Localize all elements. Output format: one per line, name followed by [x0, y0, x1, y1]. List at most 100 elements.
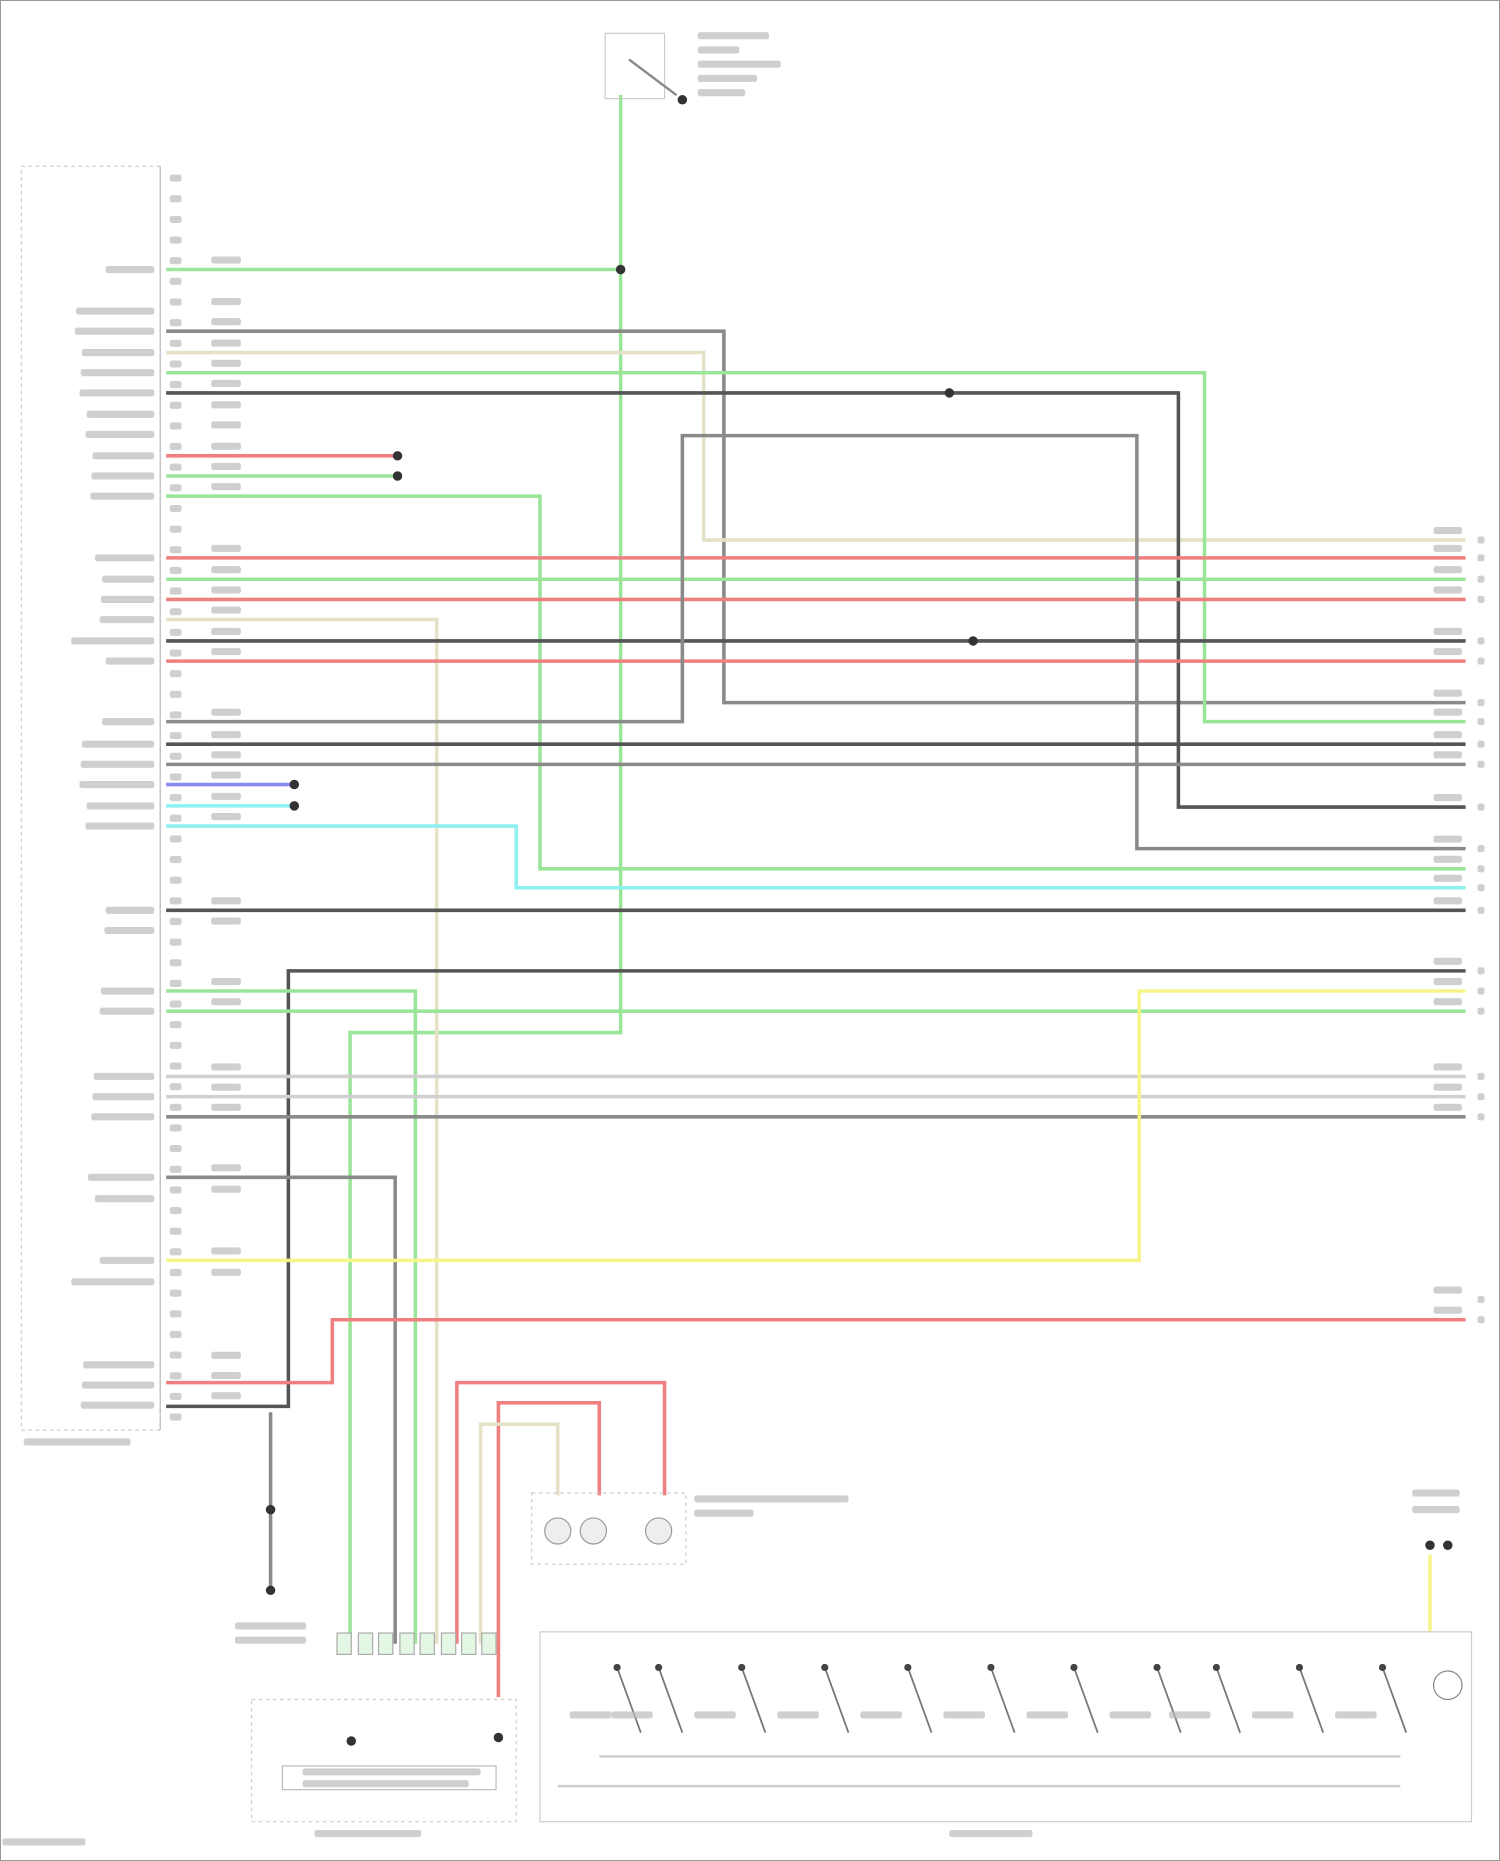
terminal-number	[1477, 536, 1485, 544]
pin-number	[169, 546, 182, 554]
switch-contact	[1381, 1667, 1408, 1734]
pin-number	[169, 319, 182, 327]
wire-green	[166, 989, 418, 1644]
pin-number	[169, 339, 182, 347]
wire-code	[211, 606, 241, 614]
terminal-number	[1477, 1007, 1485, 1015]
splice-dot	[392, 451, 403, 461]
wire-code	[211, 256, 241, 264]
wire-code	[211, 1063, 241, 1071]
splice-dot	[265, 1504, 276, 1515]
splice-dot	[1443, 1540, 1453, 1550]
terminal-number	[1477, 575, 1485, 583]
switch-terminal	[655, 1663, 663, 1672]
pin-number	[169, 484, 182, 492]
wire-grey	[166, 1175, 397, 1644]
wire-code	[1433, 689, 1463, 697]
switch-contact	[990, 1667, 1016, 1734]
steering-switch	[539, 1631, 1473, 1823]
pin-number	[169, 649, 182, 657]
switch-terminal	[1070, 1663, 1078, 1672]
terminal-number	[1477, 1296, 1485, 1304]
connector-pin	[377, 1632, 394, 1655]
pin-number	[169, 959, 182, 967]
wire-code	[1433, 897, 1463, 905]
wire-code	[211, 1268, 241, 1276]
connector-pin	[336, 1632, 352, 1655]
pin-label	[104, 926, 155, 935]
wire-code	[1433, 544, 1463, 552]
steering-switch-title	[949, 1830, 1033, 1838]
terminal-number	[1477, 554, 1485, 562]
pin-number	[169, 690, 182, 698]
switch-contact	[1073, 1667, 1099, 1734]
wire-code	[211, 771, 241, 779]
pin-number	[169, 814, 182, 822]
wire-red	[166, 1317, 1466, 1385]
wire-tan	[166, 617, 439, 1644]
pin-label	[99, 1256, 155, 1264]
switch-contact	[657, 1667, 684, 1734]
pin-number	[169, 587, 182, 595]
switch-caption	[697, 46, 740, 54]
pin-number	[169, 236, 182, 244]
pin-number	[169, 1207, 182, 1215]
pin-number	[169, 855, 182, 864]
wire-code	[211, 379, 241, 387]
steering-switch-assembly	[604, 32, 666, 100]
splice-dot	[265, 1585, 276, 1596]
figure-id	[2, 1838, 86, 1846]
horn-lights-caption	[694, 1509, 754, 1517]
pin-number	[169, 298, 182, 306]
pin-number	[169, 360, 182, 368]
horn-light	[544, 1517, 572, 1545]
pin-number	[169, 463, 182, 471]
switch-label	[569, 1711, 612, 1719]
switch-label	[777, 1711, 819, 1719]
wire-code	[1433, 708, 1463, 716]
switch-label	[694, 1711, 736, 1719]
pin-label	[105, 265, 155, 274]
wire-green	[166, 370, 1466, 724]
pin-number	[169, 1083, 182, 1091]
wire-code	[211, 359, 241, 367]
terminal-number	[1477, 740, 1485, 748]
connector-pin	[399, 1632, 415, 1655]
wire-code	[211, 483, 241, 491]
pin-label	[81, 1381, 155, 1389]
terminal-number	[1477, 865, 1485, 873]
horn-lights	[531, 1492, 687, 1565]
pin-label	[86, 410, 155, 418]
wire-grey	[166, 329, 1466, 705]
terminal-number	[1477, 637, 1485, 645]
switch-label	[611, 1711, 653, 1719]
terminal-number	[1477, 967, 1485, 975]
pin-number	[169, 215, 182, 223]
switch-terminal	[613, 1663, 621, 1672]
pin-number	[169, 876, 182, 884]
connector-pin	[481, 1632, 497, 1655]
pin-number	[169, 504, 182, 513]
clock-spring	[1432, 1670, 1463, 1701]
wire-code	[211, 1351, 241, 1359]
pin-number	[169, 1372, 182, 1380]
switch-terminal	[1212, 1663, 1220, 1672]
terminal-number	[1477, 803, 1485, 811]
switch-contact	[1298, 1667, 1325, 1734]
pin-number	[169, 628, 182, 636]
pin-label	[79, 780, 155, 789]
pin-number	[169, 257, 182, 265]
wire-code	[1433, 1103, 1463, 1111]
wire-code	[211, 339, 241, 347]
wire-code	[211, 401, 241, 409]
combination-meter-title	[314, 1830, 422, 1838]
connector-caption	[23, 1438, 131, 1446]
connector-pin	[419, 1632, 435, 1655]
splice-dot	[289, 779, 300, 790]
switch-contact	[616, 1667, 642, 1734]
pin-label	[100, 987, 155, 995]
pin-number	[169, 381, 182, 389]
horn-light	[579, 1517, 608, 1545]
connector-pin	[357, 1632, 374, 1655]
